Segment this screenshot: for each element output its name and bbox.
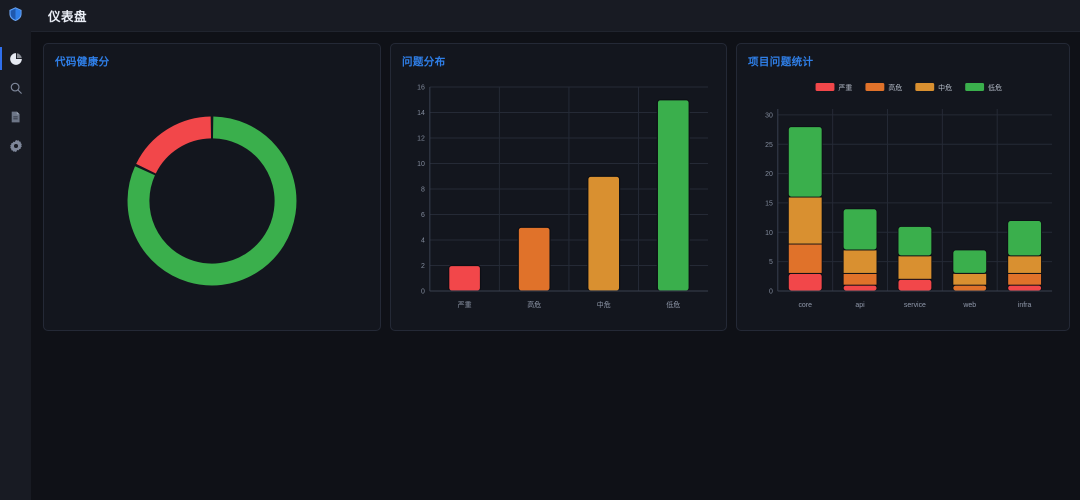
legend-label-严重: 严重 [838,84,852,92]
bar-中危 [587,175,621,292]
y-tick-30: 30 [765,112,773,119]
y-tick-15: 15 [765,201,773,208]
panel-project-issues: 项目问题统计 严重 高危 中危 低危 0 5 10 15 20 25 30 core api servic… [736,43,1070,331]
stack-seg-api-中危 [842,249,878,274]
stack-seg-web-高危 [952,284,988,292]
stack-seg-service-低危 [897,225,933,257]
y-tick-2: 2 [421,263,425,270]
legend-swatch-高危 [865,83,885,91]
stack-seg-core-高危 [787,243,823,274]
panel-code-health: 代码健康分 [43,43,381,331]
sidebar [0,0,31,500]
stack-seg-web-中危 [952,272,988,286]
panel-title-issue-distribution: 问题分布 [402,56,446,68]
x-label-严重: 严重 [458,301,472,309]
stack-seg-web-低危 [952,249,988,274]
stack-seg-api-高危 [842,272,878,286]
donut-chart-svg [127,116,297,286]
x-label-service: service [904,302,926,309]
pie-chart-icon [9,52,23,66]
stack-seg-infra-中危 [1007,255,1042,274]
dashboard-content: 代码健康分 问题分布 0 2 4 6 8 10 12 14 16 严重 高危 中危 低危 项目问题统计 [31,32,1080,500]
legend-swatch-中危 [915,83,935,91]
stack-seg-api-严重 [842,284,878,292]
bar-高危 [517,226,551,292]
legend-label-高危: 高危 [888,83,902,92]
stack-seg-infra-高危 [1007,272,1042,286]
bar-低危 [656,99,690,292]
x-label-api: api [855,302,865,309]
x-label-中危: 中危 [597,300,611,309]
sidebar-nav [0,44,31,160]
gear-icon [9,139,23,153]
stack-seg-api-低危 [842,208,878,251]
panel-issue-distribution: 问题分布 0 2 4 6 8 10 12 14 16 严重 高危 中危 低危 [390,43,727,331]
document-icon [9,110,22,124]
project-issues-chart: 严重 高危 中危 低危 0 5 10 15 20 25 30 core api service web inf… [748,73,1058,323]
shield-icon [8,6,23,27]
donut-slice-健康 [127,116,297,286]
stacked-bar-chart-svg: 严重 高危 中危 低危 0 5 10 15 20 25 30 core api service web inf… [765,83,1053,309]
panel-row: 代码健康分 问题分布 0 2 4 6 8 10 12 14 16 严重 高危 中危 低危 项目问题统计 [43,43,1070,331]
page-title: 仪表盘 [48,10,88,24]
x-label-infra: infra [1018,302,1032,309]
x-label-高危: 高危 [527,300,541,309]
stack-seg-service-中危 [897,255,933,280]
y-tick-4: 4 [421,238,425,245]
stack-seg-service-严重 [897,278,933,292]
y-tick-0: 0 [769,289,773,296]
sidebar-item-reports[interactable] [0,102,31,131]
x-label-core: core [798,302,812,309]
y-tick-10: 10 [765,230,773,237]
y-tick-8: 8 [421,187,425,194]
x-label-低危: 低危 [666,300,680,309]
x-label-web: web [962,302,976,309]
stack-seg-core-低危 [787,126,823,198]
y-tick-6: 6 [421,212,425,219]
legend-label-中危: 中危 [938,83,952,92]
donut-slice-风险 [136,116,212,174]
panel-title-code-health: 代码健康分 [55,56,110,68]
legend-swatch-低危 [965,83,985,91]
legend-swatch-严重 [815,83,835,91]
bar-chart-svg: 0 2 4 6 8 10 12 14 16 严重 高危 中危 低危 [417,85,709,309]
stack-seg-core-严重 [787,272,823,292]
y-tick-14: 14 [417,110,425,117]
stack-seg-infra-低危 [1007,220,1042,257]
y-tick-25: 25 [765,142,773,149]
stack-seg-core-中危 [787,196,823,245]
code-health-chart [55,73,369,323]
issue-distribution-chart: 0 2 4 6 8 10 12 14 16 严重 高危 中危 低危 [402,73,715,323]
panel-title-project-issues: 项目问题统计 [748,56,814,68]
y-tick-20: 20 [765,171,773,178]
y-tick-12: 12 [417,136,425,143]
y-tick-5: 5 [769,259,773,266]
y-tick-0: 0 [421,289,425,296]
main-area: 仪表盘 代码健康分 问题分布 0 2 4 6 8 10 12 14 16 严重 高危 中危 低危 [31,0,1080,500]
sidebar-item-settings[interactable] [0,131,31,160]
sidebar-item-search[interactable] [0,73,31,102]
search-icon [9,81,23,95]
stack-seg-infra-严重 [1007,284,1042,292]
top-header-bar: 仪表盘 [31,0,1080,32]
y-tick-16: 16 [417,85,425,92]
legend-label-低危: 低危 [988,83,1002,92]
bar-严重 [448,264,482,292]
app-logo[interactable] [0,0,31,32]
sidebar-item-dashboard[interactable] [0,44,31,73]
y-tick-10: 10 [417,161,425,168]
